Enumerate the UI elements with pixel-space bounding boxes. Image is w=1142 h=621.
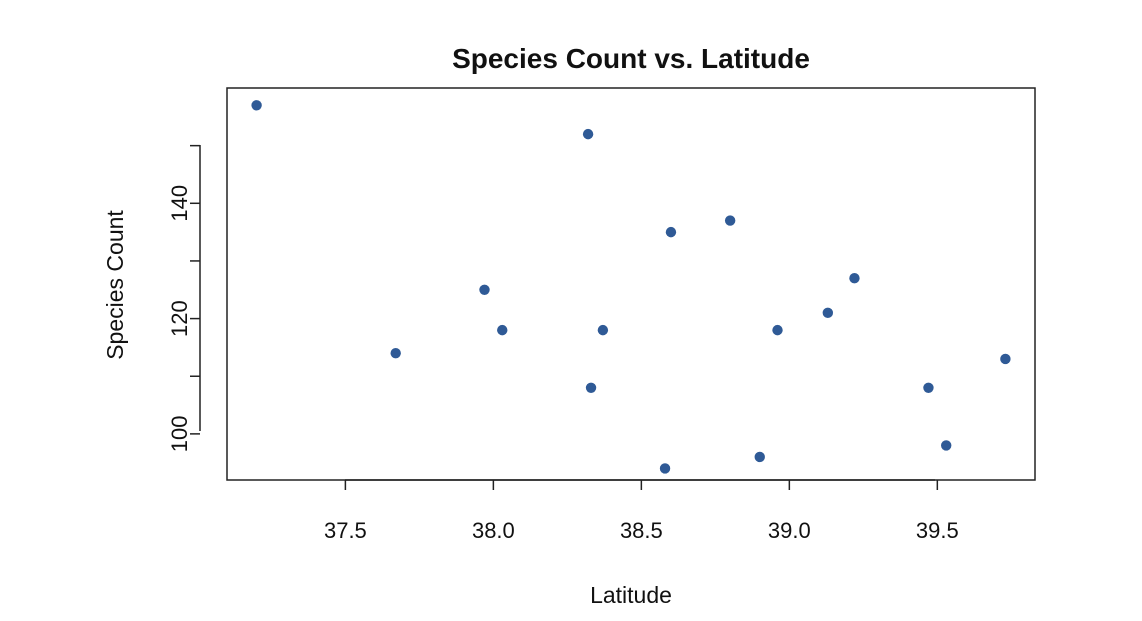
y-axis-label: Species Count: [102, 210, 128, 360]
data-point: [497, 324, 508, 336]
chart-title: Species Count vs. Latitude: [452, 43, 810, 74]
data-point: [941, 440, 952, 451]
data-point: [659, 463, 671, 474]
x-tick-label: 39.5: [916, 518, 959, 543]
data-point: [772, 324, 783, 336]
y-tick-label: 100: [167, 416, 192, 453]
data-point: [665, 226, 677, 238]
data-point: [585, 382, 597, 393]
x-tick-label: 37.5: [324, 518, 367, 543]
data-point: [479, 284, 490, 295]
plot-frame: [226, 87, 1036, 481]
x-axis-label: Latitude: [590, 582, 672, 608]
y-axis: 100 120 140: [167, 144, 201, 453]
x-tick-label: 38.0: [472, 518, 515, 543]
data-point: [251, 100, 262, 111]
data-point: [390, 347, 401, 359]
points-layer: [251, 100, 1011, 474]
data-point: [1000, 353, 1011, 365]
y-tick-label: 120: [167, 300, 192, 337]
x-tick-label: 38.5: [620, 518, 663, 543]
data-point: [582, 128, 594, 140]
x-axis: 37.5 38.0 38.5 39.0 39.5: [324, 479, 959, 543]
y-tick-label: 140: [167, 185, 192, 222]
data-point: [724, 215, 736, 226]
data-point: [822, 307, 834, 319]
data-point: [923, 382, 934, 393]
data-point: [754, 451, 765, 463]
data-point: [849, 273, 860, 284]
data-point: [597, 324, 609, 336]
x-tick-label: 39.0: [768, 518, 811, 543]
